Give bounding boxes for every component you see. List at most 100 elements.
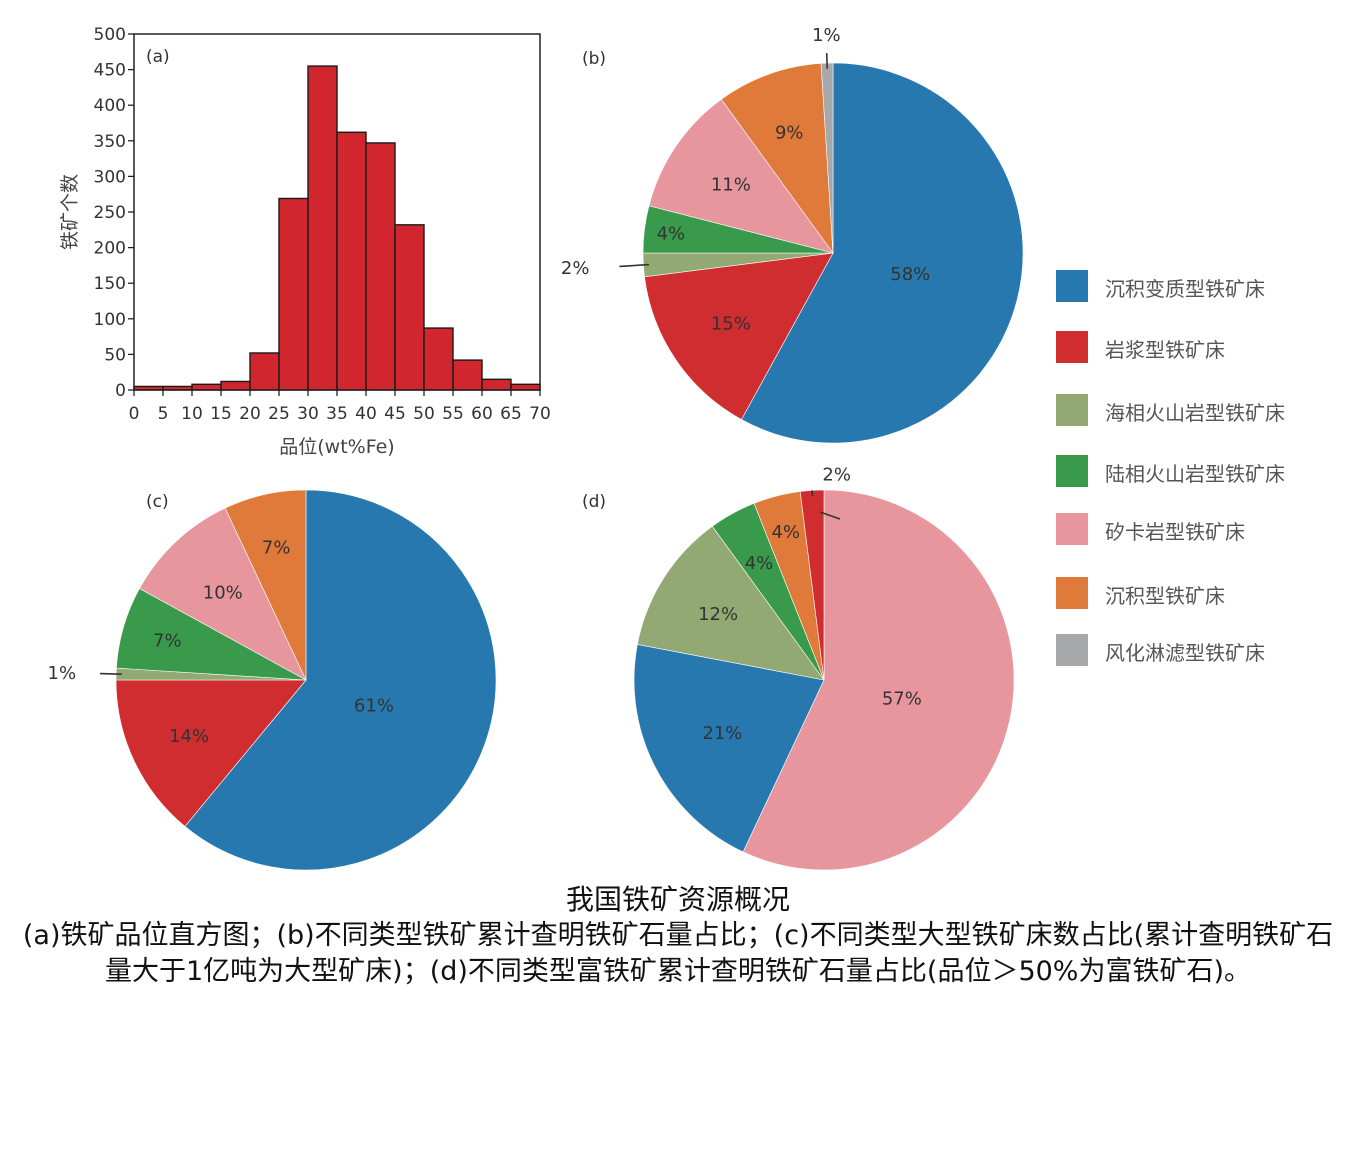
histogram-bar	[307, 65, 338, 391]
slice-label: 2%	[561, 258, 590, 279]
legend-swatch	[1056, 455, 1088, 487]
legend-item-sedimentary: 沉积型铁矿床	[1056, 577, 1346, 611]
slice-label: 15%	[711, 313, 751, 334]
x-tick-label: 0	[129, 404, 140, 424]
pie-slice	[139, 507, 307, 681]
pie-slice	[741, 62, 1024, 444]
slice-label: 21%	[702, 723, 742, 744]
leader-line	[619, 263, 650, 268]
slice-label: 57%	[882, 688, 922, 709]
panel-label: (d)	[582, 492, 606, 512]
histogram-bar	[249, 352, 280, 391]
legend-label: 岩浆型铁矿床	[1105, 338, 1225, 362]
legend-item-continental-volcanic: 陆相火山岩型铁矿床	[1056, 455, 1346, 489]
slice-label: 1%	[812, 25, 841, 46]
legend-item-skarn: 矽卡岩型铁矿床	[1056, 513, 1346, 547]
legend-label: 矽卡岩型铁矿床	[1105, 520, 1245, 544]
histogram-bar	[394, 224, 425, 391]
legend-swatch	[1056, 634, 1088, 666]
slice-label: 7%	[153, 631, 182, 652]
legend-label: 沉积型铁矿床	[1105, 584, 1225, 608]
legend-swatch	[1056, 270, 1088, 302]
slice-label: 4%	[771, 522, 800, 543]
x-tick-label: 35	[326, 404, 348, 424]
legend-item-magmatic: 岩浆型铁矿床	[1056, 331, 1346, 365]
legend-swatch	[1056, 577, 1088, 609]
slice-label: 61%	[354, 695, 394, 716]
panel-label: (c)	[146, 492, 169, 512]
legend-item-weathering-leaching: 风化淋滤型铁矿床	[1056, 634, 1346, 668]
histogram-bar	[510, 383, 541, 391]
y-tick-label: 450	[94, 61, 126, 81]
histogram-bar	[423, 327, 454, 391]
x-tick-label: 55	[442, 404, 464, 424]
y-axis-label: 铁矿个数	[59, 174, 81, 250]
histogram-bar	[220, 380, 251, 391]
y-tick-label: 200	[94, 239, 126, 259]
caption-title: 我国铁矿资源概况	[565, 883, 790, 916]
y-tick-label: 500	[94, 25, 126, 45]
pie-slice	[799, 489, 825, 681]
figure-caption: 我国铁矿资源概况 (a)铁矿品位直方图；(b)不同类型铁矿累计查明铁矿石量占比；…	[0, 882, 1356, 990]
legend-item-marine-volcanic: 海相火山岩型铁矿床	[1056, 394, 1346, 428]
legend-swatch	[1056, 513, 1088, 545]
x-tick-label: 40	[355, 404, 377, 424]
histogram-bar	[365, 142, 396, 391]
slice-label: 7%	[262, 537, 291, 558]
histogram-bar	[452, 359, 483, 391]
pie-panel-b: 58% 15% 2% 4% 11% 9% 1% (b)	[561, 25, 1024, 444]
slice-label: 11%	[711, 175, 751, 196]
panel-label: (b)	[582, 49, 606, 69]
x-tick-label: 60	[471, 404, 493, 424]
y-tick-label: 0	[115, 381, 126, 401]
pie-slice	[224, 489, 307, 681]
slice-label: 58%	[890, 264, 930, 285]
slice-label: 1%	[48, 663, 77, 684]
x-tick-label: 45	[384, 404, 406, 424]
x-tick-label: 25	[268, 404, 290, 424]
x-tick-label: 70	[529, 404, 551, 424]
slice-label: 12%	[698, 604, 738, 625]
x-tick-label: 50	[413, 404, 435, 424]
caption-body: (a)铁矿品位直方图；(b)不同类型铁矿累计查明铁矿石量占比；(c)不同类型大型…	[22, 920, 1334, 987]
y-tick-label: 350	[94, 132, 126, 152]
pie-panel-d: 57% 21% 12% 4% 4% 2% (d)	[582, 464, 1015, 871]
y-tick-label: 400	[94, 96, 126, 116]
legend-swatch	[1056, 394, 1088, 426]
pie-slice	[115, 679, 307, 827]
x-tick-label: 5	[158, 404, 169, 424]
leader-line	[100, 672, 122, 676]
pie-slice	[637, 525, 825, 681]
x-tick-label: 65	[500, 404, 522, 424]
y-tick-label: 50	[104, 345, 126, 365]
pie-slice	[633, 644, 825, 853]
y-tick-label: 250	[94, 203, 126, 223]
pie-slice	[644, 252, 834, 420]
legend-label: 陆相火山岩型铁矿床	[1105, 462, 1285, 486]
pie-slice	[648, 98, 834, 254]
pie-slice	[720, 63, 834, 255]
legend-swatch	[1056, 331, 1088, 363]
x-tick-label: 20	[239, 404, 261, 424]
histogram-bar	[278, 197, 309, 391]
legend-label: 沉积变质型铁矿床	[1105, 277, 1265, 301]
y-tick-label: 150	[94, 274, 126, 294]
x-tick-label: 10	[181, 404, 203, 424]
histogram-bar	[336, 131, 367, 391]
y-tick-label: 300	[94, 167, 126, 187]
slice-label: 10%	[203, 582, 243, 603]
x-axis-label: 品位(wt%Fe)	[279, 436, 394, 458]
pie-panel-c: 61% 14% 1% 7% 10% 7% (c)	[48, 489, 497, 871]
legend-label: 风化淋滤型铁矿床	[1105, 641, 1265, 665]
panel-label: (a)	[146, 47, 170, 67]
legend-label: 海相火山岩型铁矿床	[1105, 401, 1285, 425]
slice-label: 4%	[745, 553, 774, 574]
histogram-bar	[191, 383, 222, 391]
slice-label: 14%	[169, 726, 209, 747]
slice-label: 9%	[775, 122, 804, 143]
x-tick-label: 30	[297, 404, 319, 424]
x-tick-label: 15	[210, 404, 232, 424]
slice-label: 4%	[657, 224, 686, 245]
